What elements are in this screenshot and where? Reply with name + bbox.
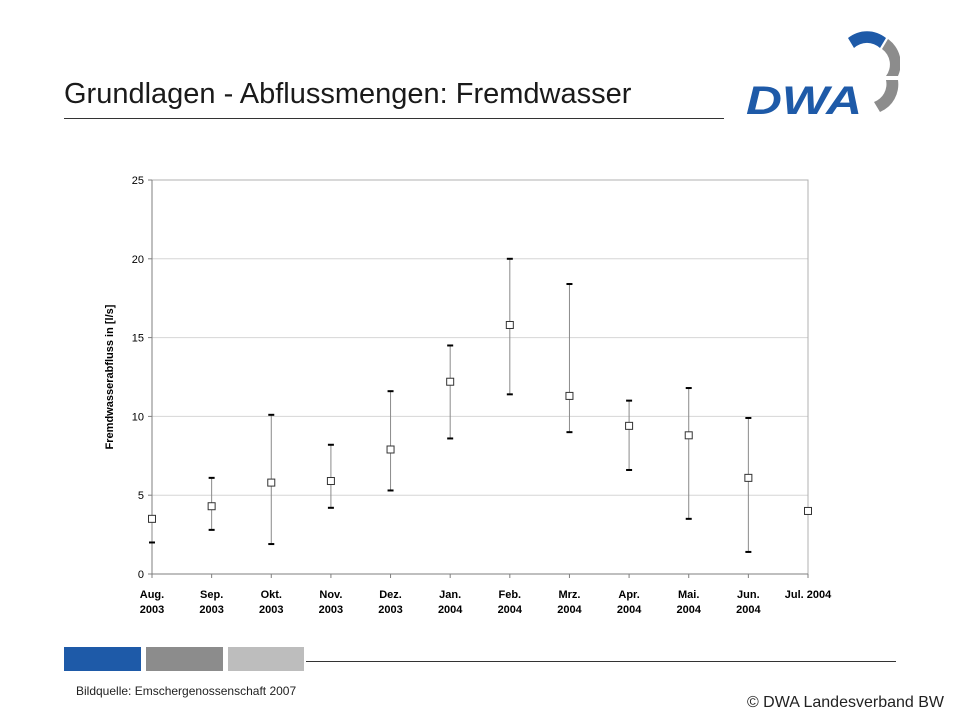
x-tick-label-0: Aug. 2003 xyxy=(140,589,164,616)
data-point-0 xyxy=(148,514,156,523)
y-tick-label-1: 5 xyxy=(138,490,144,502)
title-divider xyxy=(64,118,724,119)
chart-gridlines xyxy=(152,179,808,496)
data-point-10 xyxy=(744,473,753,482)
error-bars xyxy=(149,257,811,553)
logo-arc-icon xyxy=(848,31,900,112)
data-point-7 xyxy=(565,391,574,400)
data-point-5 xyxy=(446,377,455,386)
x-tick-label-11: Jul. 2004 xyxy=(785,589,832,601)
y-tick-label-4: 20 xyxy=(132,254,144,266)
footer-strip-light xyxy=(228,647,304,671)
data-points xyxy=(148,320,812,523)
y-tick-label-2: 10 xyxy=(132,411,144,423)
x-tick-label-8: Apr. 2004 xyxy=(617,589,642,616)
data-point-8 xyxy=(625,421,634,430)
image-source: Bildquelle: Emschergenossenschaft 2007 xyxy=(76,684,297,698)
y-tick-label-0: 0 xyxy=(138,569,144,581)
data-point-9 xyxy=(684,431,693,440)
data-point-3 xyxy=(326,477,335,486)
x-tick-label-5: Jan. 2004 xyxy=(438,589,463,616)
x-tick-labels: Aug. 2003 Sep. 2003 Okt. 2003 Nov. 2003 Dez. 2003… xyxy=(140,589,832,616)
data-point-1 xyxy=(207,502,216,511)
x-tick-label-9: Mai. 2004 xyxy=(676,589,701,616)
footer-strip-gray xyxy=(146,647,223,671)
x-tick-label-10: Jun. 2004 xyxy=(736,589,761,616)
logo-text: DWA xyxy=(746,79,862,120)
x-tick-label-4: Dez. 2003 xyxy=(378,589,402,616)
x-tick-label-3: Nov. 2003 xyxy=(319,589,343,616)
y-axis-label: Fremdwasserabfluss in [l/s] xyxy=(104,304,116,449)
x-tick-label-1: Sep. 2003 xyxy=(199,589,223,616)
x-tick-label-2: Okt. 2003 xyxy=(259,589,283,616)
x-tick-label-7: Mrz. 2004 xyxy=(557,589,582,616)
x-tick-label-6: Feb. 2004 xyxy=(498,589,523,616)
plot-frame xyxy=(151,179,809,575)
y-tick-labels: 0 5 10 15 20 25 xyxy=(132,175,144,581)
data-point-2 xyxy=(267,478,276,487)
data-point-4 xyxy=(386,445,395,454)
footer-divider xyxy=(306,661,896,662)
data-point-6 xyxy=(505,320,514,329)
slide-title: Grundlagen - Abflussmengen: Fremdwasser xyxy=(64,78,632,110)
y-tick-label-5: 25 xyxy=(132,175,144,187)
data-point-11 xyxy=(804,506,812,515)
dwa-logo: DWA xyxy=(746,31,900,120)
chart-axes xyxy=(148,179,809,578)
footer-strip-blue xyxy=(64,647,141,671)
copyright-notice: © DWA Landesverband BW xyxy=(746,694,944,711)
y-tick-label-3: 15 xyxy=(132,333,144,345)
